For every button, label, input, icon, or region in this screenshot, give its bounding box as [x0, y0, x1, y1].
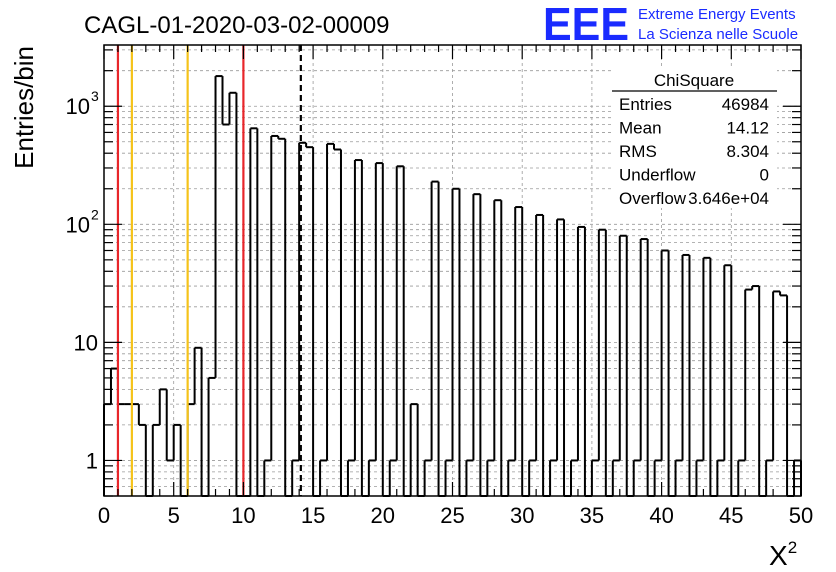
y-tick-label: 10 — [66, 212, 90, 237]
stats-name: ChiSquare — [654, 71, 734, 90]
eee-logo: EEE Extreme Energy Events La Scienza nel… — [543, 0, 798, 50]
logo-letters: EEE — [543, 0, 629, 50]
y-tick-label-exponent: 3 — [91, 88, 99, 104]
stats-row-label: Underflow — [619, 166, 696, 185]
x-tick-label: 25 — [440, 503, 464, 528]
y-tick-label: 10 — [66, 94, 90, 119]
stats-row-value: 3.646e+04 — [688, 189, 769, 208]
x-tick-label: 5 — [168, 503, 180, 528]
y-axis-title: Entries/bin — [9, 46, 39, 169]
logo-line2: La Scienza nelle Scuole — [638, 26, 798, 43]
x-tick-label: 15 — [301, 503, 325, 528]
x-axis-title-main: X — [769, 540, 788, 571]
stats-row-label: RMS — [619, 142, 657, 161]
stats-row-value: 8.304 — [726, 142, 769, 161]
reference-lines — [116, 45, 302, 496]
stats-row-value: 0 — [760, 166, 769, 185]
x-tick-label: 35 — [580, 503, 604, 528]
x-tick-label: 50 — [789, 503, 813, 528]
axis-ticks — [103, 45, 802, 497]
stats-row-label: Overflow — [619, 189, 687, 208]
x-tick-label: 0 — [98, 503, 110, 528]
stats-row-label: Entries — [619, 95, 672, 114]
x-tick-label: 10 — [231, 503, 255, 528]
x-tick-label: 45 — [719, 503, 743, 528]
y-tick-label-exponent: 2 — [91, 206, 99, 222]
stats-row-value: 14.12 — [726, 119, 769, 138]
stats-row-label: Mean — [619, 119, 662, 138]
x-tick-label: 20 — [371, 503, 395, 528]
x-tick-label: 30 — [510, 503, 534, 528]
x-axis-title: X2 — [769, 538, 797, 571]
chart-title: CAGL-01-2020-03-02-00009 — [84, 12, 390, 39]
stats-box: ChiSquare Entries 46984 Mean 14.12 RMS 8.304 U… — [612, 68, 777, 208]
histogram — [103, 75, 802, 497]
x-axis-title-superscript: 2 — [788, 538, 797, 557]
logo-line1: Extreme Energy Events — [638, 6, 796, 23]
y-tick-label: 1 — [86, 448, 98, 473]
stats-row-value: 46984 — [722, 95, 769, 114]
x-tick-label: 40 — [649, 503, 673, 528]
y-tick-label: 10 — [74, 330, 98, 355]
